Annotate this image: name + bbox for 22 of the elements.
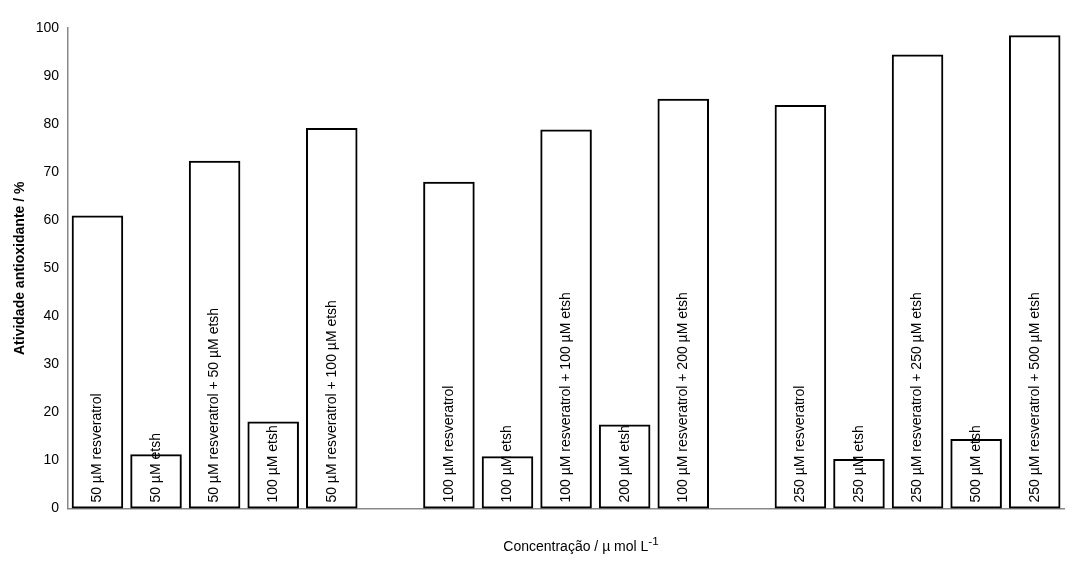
- y-tick-label: 90: [43, 66, 60, 83]
- y-tick-label: 10: [43, 451, 60, 468]
- x-tick-label: 100 µM resveratrol + 200 µM etsh: [674, 292, 691, 503]
- x-tick-label: 250 µM resveratrol: [791, 385, 808, 503]
- y-tick-label: 0: [51, 499, 60, 516]
- x-tick-label: 100 µM resveratrol + 100 µM etsh: [556, 292, 573, 503]
- x-tick-label: 250 µM resveratrol + 500 µM etsh: [1025, 292, 1042, 503]
- x-tick-label: 100 µM resveratrol: [439, 385, 456, 503]
- x-tick-label: 50 µM resveratrol + 100 µM etsh: [322, 300, 339, 503]
- x-tick-label: 250 µM resveratrol + 250 µM etsh: [908, 292, 925, 503]
- y-tick-label: 60: [43, 211, 60, 228]
- y-tick-label: 50: [43, 259, 60, 276]
- y-tick-label: 80: [43, 114, 60, 131]
- y-tick-label: 70: [43, 163, 60, 180]
- y-tick-label: 30: [43, 355, 60, 372]
- y-tick-label: 100: [35, 18, 60, 35]
- y-tick-label: 20: [43, 403, 60, 420]
- x-tick-label: 50 µM resveratrol + 50 µM etsh: [205, 307, 222, 503]
- x-axis-title: Concentração / µ mol L$^{-1}$: [502, 534, 660, 554]
- y-axis-title: Atividade antioxidante / %: [11, 181, 28, 356]
- x-tick-label: 50 µM resveratrol: [88, 393, 105, 503]
- y-tick-label: 40: [43, 307, 60, 324]
